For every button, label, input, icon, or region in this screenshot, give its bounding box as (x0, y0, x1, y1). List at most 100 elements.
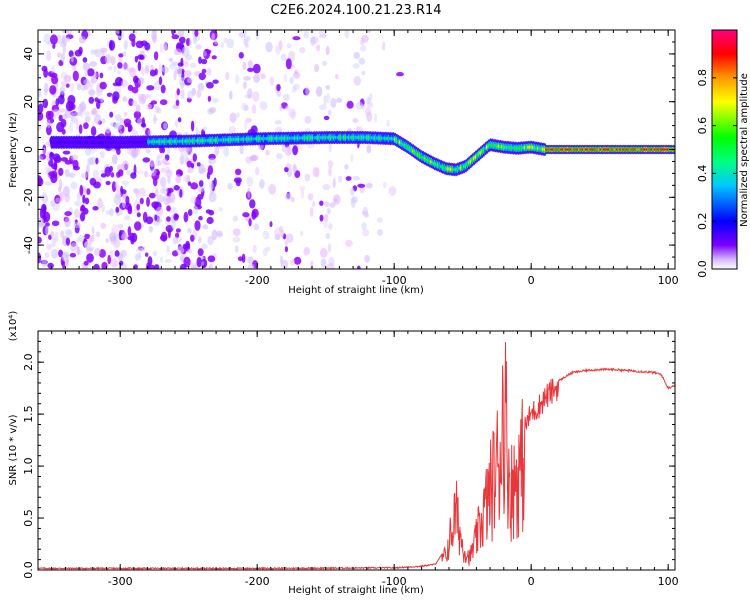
spectrogram-noise-speckle (304, 173, 311, 182)
spectrogram-noise-speckle (327, 209, 331, 214)
spectrogram-noise-speckle (364, 107, 372, 117)
spectrogram-noise-speckle (39, 208, 44, 219)
spectrogram-noise-speckle (49, 85, 57, 95)
spectrogram-noise-speckle (201, 243, 208, 250)
spectrogram-noise-speckle (208, 209, 215, 216)
snr-x-tick-label: -200 (245, 575, 270, 588)
spectrogram-noise-speckle (336, 97, 343, 103)
spectrogram-noise-speckle (171, 30, 175, 36)
spectrogram-noise-speckle (197, 184, 205, 193)
spectrogram-noise-speckle (56, 34, 62, 44)
spectrogram-noise-speckle (64, 211, 72, 217)
spectrogram-noise-speckle (161, 157, 168, 165)
spectrogram-noise-speckle (152, 250, 158, 257)
spectrogram-noise-speckle (323, 220, 328, 228)
spectrogram-noise-speckle (190, 195, 197, 204)
spectrogram-noise-speckle (232, 228, 241, 237)
spectrogram-noise-speckle (109, 208, 114, 217)
spectrogram-noise-speckle (152, 177, 158, 187)
spectrogram-noise-speckle (94, 248, 101, 256)
spectrogram-noise-speckle (245, 44, 249, 49)
spectrogram-noise-speckle (279, 104, 283, 111)
spectrogram-noise-speckle (50, 231, 55, 238)
spectrogram-noise-speckle (212, 79, 219, 84)
spectrogram-noise-speckle (44, 181, 53, 186)
spectrogram-noise-speckle (123, 112, 128, 117)
spectrogram-x-tick-label: -300 (108, 274, 133, 287)
spectrogram-noise-speckle (246, 176, 254, 188)
spectrogram-noise-speckle (58, 167, 64, 176)
spectrogram-noise-speckle (141, 246, 146, 251)
spectrogram-noise-speckle (249, 155, 257, 162)
spectrogram-noise-speckle (82, 194, 86, 204)
spectrogram-noise-speckle (96, 100, 101, 110)
spectrogram-noise-speckle (285, 105, 291, 111)
spectrogram-noise-speckle (80, 212, 86, 222)
spectrogram-noise-speckle (41, 259, 48, 268)
spectrogram-noise-speckle (255, 167, 260, 176)
spectrogram-noise-speckle (131, 128, 138, 138)
spectrogram-noise-speckle (283, 93, 290, 101)
spectrogram-noise-speckle (292, 36, 301, 41)
spectrogram-noise-speckle (65, 259, 69, 267)
spectrogram-noise-speckle (162, 41, 168, 50)
spectrogram-noise-speckle (72, 159, 79, 169)
spectrogram-noise-speckle (149, 159, 155, 168)
spectrogram-noise-speckle (54, 231, 59, 243)
spectrogram-noise-speckle (328, 166, 332, 177)
spectrogram-noise-speckle (38, 155, 43, 161)
spectrogram-noise-speckle (325, 232, 331, 240)
spectrogram-noise-speckle (279, 255, 284, 265)
spectrogram-noise-speckle (53, 161, 58, 170)
spectrogram-noise-speckle (247, 256, 254, 264)
spectrogram-noise-speckle (268, 184, 276, 195)
spectrogram-noise-speckle (176, 246, 185, 255)
spectrogram-y-axis-label: Frequency (Hz) (8, 112, 19, 188)
spectrogram-noise-speckle (104, 166, 112, 177)
spectrogram-noise-speckle (377, 229, 383, 236)
spectrogram-noise-speckle (290, 196, 295, 203)
spectrogram-noise-speckle (127, 146, 132, 155)
spectrogram-noise-speckle (141, 67, 145, 76)
spectrogram-noise-speckle (234, 245, 239, 253)
spectrogram-noise-speckle (105, 180, 111, 186)
spectrogram-noise-speckle (176, 88, 180, 96)
spectrogram-noise-speckle (214, 39, 218, 45)
spectrogram-noise-speckle (51, 248, 59, 259)
spectrogram-noise-speckle (137, 54, 145, 60)
spectrogram-noise-speckle (68, 50, 74, 58)
spectrogram-noise-speckle (159, 256, 164, 264)
spectrogram-noise-speckle (52, 109, 60, 116)
spectrogram-noise-speckle (227, 182, 233, 190)
spectrogram-noise-speckle (131, 86, 139, 94)
spectrogram-noise-speckle (352, 63, 360, 69)
spectrogram-noise-speckle (115, 30, 121, 34)
spectrogram-noise-speckle (190, 234, 195, 242)
spectrogram-noise-speckle (68, 172, 76, 178)
spectrogram-noise-speckle (89, 61, 98, 67)
spectrogram-noise-speckle (94, 113, 102, 125)
spectrogram-noise-speckle (171, 34, 180, 40)
spectrogram-noise-speckle (38, 87, 42, 98)
spectrogram-noise-speckle (334, 74, 339, 79)
spectrogram-noise-speckle (319, 200, 324, 206)
spectrogram-noise-speckle (60, 118, 67, 128)
spectrogram-noise-speckle (366, 144, 372, 154)
spectrogram-noise-speckle (147, 129, 152, 136)
spectrogram-noise-speckle (83, 260, 89, 266)
spectrogram-noise-speckle (63, 74, 72, 83)
spectrogram-noise-speckle (178, 30, 185, 38)
spectrogram-noise-speckle (105, 127, 111, 134)
snr-y-axis-label: SNR (10 * v/v) (8, 414, 19, 485)
spectrogram-noise-speckle (322, 60, 328, 66)
spectrogram-noise-speckle (136, 170, 144, 175)
spectrogram-noise-speckle (388, 186, 397, 196)
spectrogram-noise-speckle (38, 252, 42, 264)
spectrogram-noise-speckle (82, 62, 91, 71)
spectrogram-noise-speckle (133, 264, 138, 269)
spectrogram-noise-speckle (182, 243, 188, 249)
spectrogram-noise-speckle (147, 264, 156, 269)
spectrogram-noise-speckle (207, 165, 214, 176)
spectrogram-noise-speckle (244, 35, 251, 42)
spectrogram-noise-speckle (184, 70, 192, 78)
